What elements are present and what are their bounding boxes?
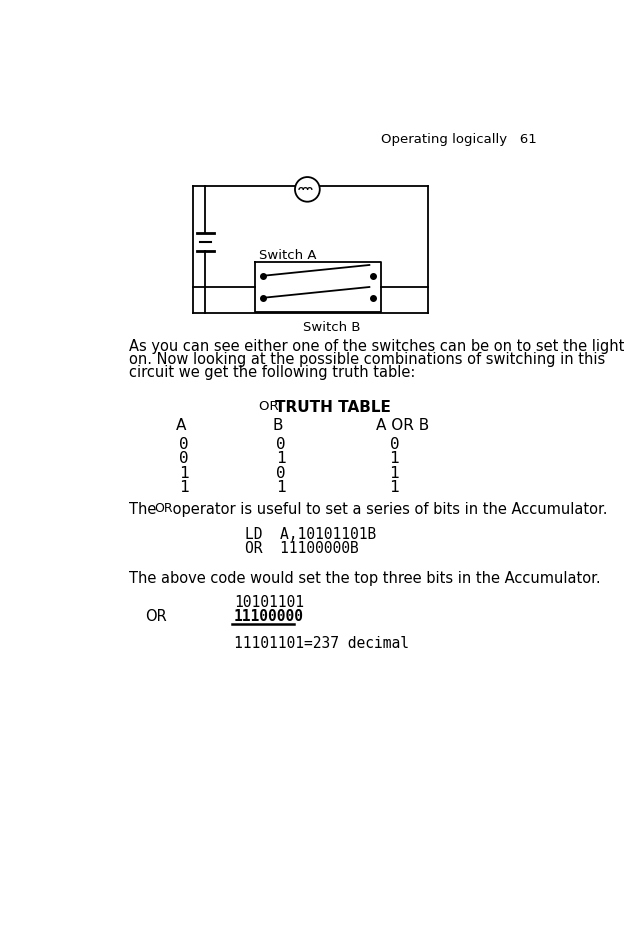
Text: A: A [176,418,186,433]
Text: TRUTH TABLE: TRUTH TABLE [275,400,391,416]
Text: 0: 0 [275,436,285,452]
Text: The above code would set the top three bits in the Accumulator.: The above code would set the top three b… [129,570,601,586]
Text: operator is useful to set a series of bits in the Accumulator.: operator is useful to set a series of bi… [168,502,608,517]
Text: on. Now looking at the possible combinations of switching in this: on. Now looking at the possible combinat… [129,352,605,366]
Text: 11100000: 11100000 [234,609,304,624]
Text: 0: 0 [179,451,188,466]
Text: 1: 1 [179,466,188,481]
Text: 1: 1 [389,481,399,496]
Text: Operating logically   61: Operating logically 61 [381,133,537,146]
Text: As you can see either one of the switches can be on to set the light: As you can see either one of the switche… [129,339,624,353]
Text: The: The [129,502,161,517]
Text: OR: OR [260,400,284,413]
Text: 1: 1 [389,466,399,481]
Text: 1: 1 [275,451,285,466]
Text: LD  A,10101101B: LD A,10101101B [245,527,377,542]
Text: 11101101=237 decimal: 11101101=237 decimal [234,636,409,651]
Text: OR: OR [145,609,166,624]
Text: OR  11100000B: OR 11100000B [245,541,359,556]
Text: 0: 0 [275,466,285,481]
Text: A OR B: A OR B [375,418,429,433]
Text: 10101101: 10101101 [234,595,304,610]
Text: 1: 1 [179,481,188,496]
Text: 0: 0 [179,436,188,452]
Text: 1: 1 [389,451,399,466]
Text: 1: 1 [275,481,285,496]
Text: Switch A: Switch A [260,249,317,262]
Text: 0: 0 [389,436,399,452]
Text: Switch B: Switch B [303,321,360,334]
Text: OR: OR [154,502,173,515]
Text: B: B [273,418,283,433]
Text: circuit we get the following truth table:: circuit we get the following truth table… [129,365,416,380]
